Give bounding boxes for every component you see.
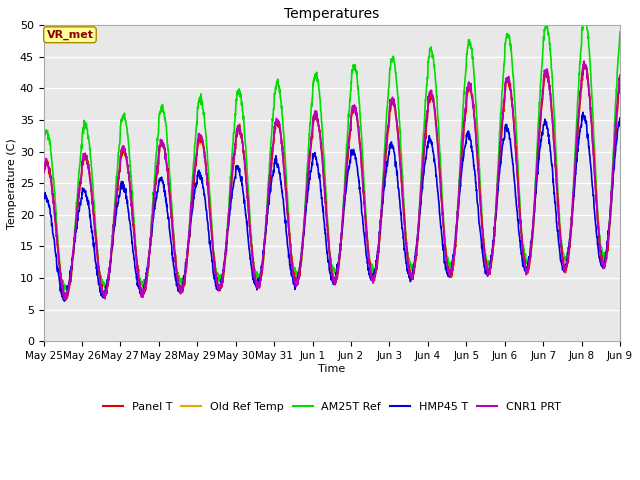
Old Ref Temp bbox=[581, 62, 589, 68]
HMP45 T bbox=[201, 192, 209, 197]
AM25T Ref bbox=[362, 204, 369, 210]
Panel T bbox=[362, 214, 369, 220]
CNR1 PRT bbox=[580, 58, 588, 64]
CNR1 PRT bbox=[349, 106, 356, 112]
Text: VR_met: VR_met bbox=[47, 30, 93, 40]
Panel T bbox=[40, 167, 47, 172]
HMP45 T bbox=[349, 150, 356, 156]
HMP45 T bbox=[579, 109, 587, 115]
HMP45 T bbox=[500, 138, 508, 144]
Old Ref Temp bbox=[40, 168, 47, 173]
Line: Old Ref Temp: Old Ref Temp bbox=[44, 65, 620, 300]
Old Ref Temp bbox=[582, 64, 589, 70]
CNR1 PRT bbox=[362, 218, 369, 224]
Panel T bbox=[500, 108, 508, 114]
Y-axis label: Temperature (C): Temperature (C) bbox=[7, 138, 17, 228]
HMP45 T bbox=[362, 241, 369, 247]
Legend: Panel T, Old Ref Temp, AM25T Ref, HMP45 T, CNR1 PRT: Panel T, Old Ref Temp, AM25T Ref, HMP45 … bbox=[99, 398, 565, 417]
Panel T bbox=[582, 63, 589, 69]
CNR1 PRT bbox=[201, 155, 209, 161]
CNR1 PRT bbox=[500, 97, 508, 103]
Line: Panel T: Panel T bbox=[44, 65, 620, 300]
CNR1 PRT bbox=[582, 64, 589, 70]
AM25T Ref bbox=[40, 140, 47, 145]
AM25T Ref bbox=[349, 68, 356, 73]
Old Ref Temp bbox=[500, 109, 508, 115]
Old Ref Temp bbox=[362, 215, 369, 221]
X-axis label: Time: Time bbox=[318, 364, 346, 374]
HMP45 T bbox=[61, 298, 68, 304]
AM25T Ref bbox=[566, 240, 573, 245]
CNR1 PRT bbox=[616, 72, 624, 78]
Old Ref Temp bbox=[616, 80, 624, 86]
Line: CNR1 PRT: CNR1 PRT bbox=[44, 61, 620, 300]
HMP45 T bbox=[40, 196, 47, 202]
CNR1 PRT bbox=[565, 244, 573, 250]
Title: Temperatures: Temperatures bbox=[284, 7, 380, 21]
AM25T Ref bbox=[60, 288, 68, 293]
HMP45 T bbox=[565, 240, 573, 246]
CNR1 PRT bbox=[61, 297, 69, 302]
Line: AM25T Ref: AM25T Ref bbox=[44, 25, 620, 290]
HMP45 T bbox=[616, 115, 624, 121]
HMP45 T bbox=[582, 120, 589, 126]
CNR1 PRT bbox=[40, 168, 47, 174]
AM25T Ref bbox=[201, 118, 209, 123]
Panel T bbox=[616, 80, 624, 85]
Panel T bbox=[581, 62, 589, 68]
AM25T Ref bbox=[542, 22, 550, 28]
Old Ref Temp bbox=[201, 148, 209, 154]
Panel T bbox=[565, 248, 573, 254]
Old Ref Temp bbox=[565, 248, 573, 254]
Line: HMP45 T: HMP45 T bbox=[44, 112, 620, 301]
Old Ref Temp bbox=[61, 297, 68, 303]
AM25T Ref bbox=[616, 29, 624, 35]
Panel T bbox=[62, 297, 70, 303]
Panel T bbox=[349, 105, 356, 110]
Old Ref Temp bbox=[349, 105, 356, 110]
Panel T bbox=[201, 149, 209, 155]
AM25T Ref bbox=[582, 22, 589, 28]
AM25T Ref bbox=[500, 69, 508, 75]
